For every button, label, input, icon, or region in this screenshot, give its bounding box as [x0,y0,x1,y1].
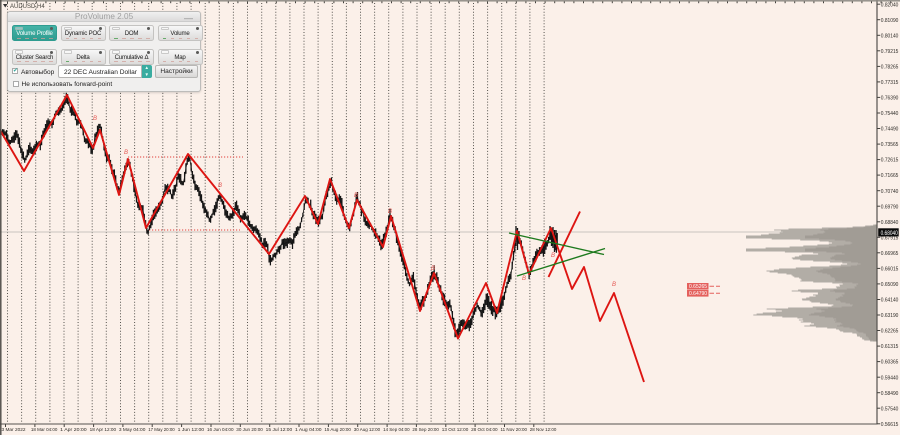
svg-text:B: B [522,276,526,282]
svg-text:0.67915: 0.67915 [881,235,899,241]
svg-text:0.78265: 0.78265 [881,65,899,71]
svg-text:14 Sep 04:00: 14 Sep 04:00 [383,427,410,432]
svg-text:1 Aug 04:00: 1 Aug 04:00 [295,427,322,432]
svg-text:0.61315: 0.61315 [881,344,899,350]
svg-text:0.69790: 0.69790 [881,204,899,210]
svg-text:3 Mar 2022: 3 Mar 2022 [2,427,26,432]
svg-text:30 Jun 20:00: 30 Jun 20:00 [236,427,263,432]
svg-text:15 Aug 20:00: 15 Aug 20:00 [324,427,351,432]
svg-text:13 Oct 12:00: 13 Oct 12:00 [442,427,469,432]
svg-text:0.60365: 0.60365 [881,360,899,366]
svg-text:15 Jul 12:00: 15 Jul 12:00 [266,427,293,432]
svg-text:1 Apr 20:00: 1 Apr 20:00 [60,427,87,432]
svg-text:0.76390: 0.76390 [881,96,899,102]
svg-text:0.57540: 0.57540 [881,406,899,412]
svg-text:B: B [218,183,222,189]
svg-text:0.65090: 0.65090 [881,282,899,288]
svg-text:B: B [93,116,97,122]
svg-text:0.59440: 0.59440 [881,375,899,381]
svg-text:0.64790: 0.64790 [689,291,707,297]
svg-text:0.80140: 0.80140 [881,33,899,39]
svg-text:0.56615: 0.56615 [881,422,899,428]
svg-text:0.79215: 0.79215 [881,49,899,55]
svg-text:0.62265: 0.62265 [881,329,899,335]
svg-text:17 May 20:00: 17 May 20:00 [148,427,175,432]
svg-text:B: B [612,282,616,288]
svg-text:28 Nov 12:00: 28 Nov 12:00 [530,427,557,432]
svg-text:18 Apr 12:00: 18 Apr 12:00 [90,427,117,432]
svg-text:0.74490: 0.74490 [881,127,899,133]
svg-text:B: B [124,150,128,156]
svg-text:18 Mar 04:00: 18 Mar 04:00 [31,427,58,432]
svg-text:0.64140: 0.64140 [881,298,899,304]
svg-text:B: B [551,253,555,259]
svg-text:1 Jun 12:00: 1 Jun 12:00 [178,427,205,432]
svg-text:AUDUSD,H4: AUDUSD,H4 [10,4,45,10]
svg-text:B: B [354,193,358,199]
svg-text:30 Aug 12:00: 30 Aug 12:00 [354,427,381,432]
svg-text:28 Oct 04:00: 28 Oct 04:00 [471,427,498,432]
svg-text:0.75440: 0.75440 [881,111,899,117]
svg-text:0.81090: 0.81090 [881,18,899,24]
svg-text:0.73565: 0.73565 [881,142,899,148]
svg-text:0.58490: 0.58490 [881,391,899,397]
svg-text:16 Jun 04:00: 16 Jun 04:00 [207,427,234,432]
svg-text:0.71665: 0.71665 [881,173,899,179]
svg-text:0.82040: 0.82040 [881,2,899,8]
svg-text:0.72615: 0.72615 [881,158,899,164]
svg-text:28 Sep 20:00: 28 Sep 20:00 [412,427,439,432]
svg-text:0.65265: 0.65265 [689,284,707,290]
svg-text:0.66965: 0.66965 [881,251,899,257]
svg-text:3 May 04:00: 3 May 04:00 [119,427,146,432]
svg-text:0.70740: 0.70740 [881,189,899,195]
svg-text:0.66015: 0.66015 [881,267,899,273]
svg-text:0.68040: 0.68040 [881,231,899,237]
svg-text:0.68840: 0.68840 [881,220,899,226]
svg-text:0.63190: 0.63190 [881,313,899,319]
svg-text:B: B [388,209,392,215]
svg-text:0.77315: 0.77315 [881,80,899,86]
svg-text:B: B [431,266,435,272]
svg-text:11 Nov 20:00: 11 Nov 20:00 [501,427,528,432]
